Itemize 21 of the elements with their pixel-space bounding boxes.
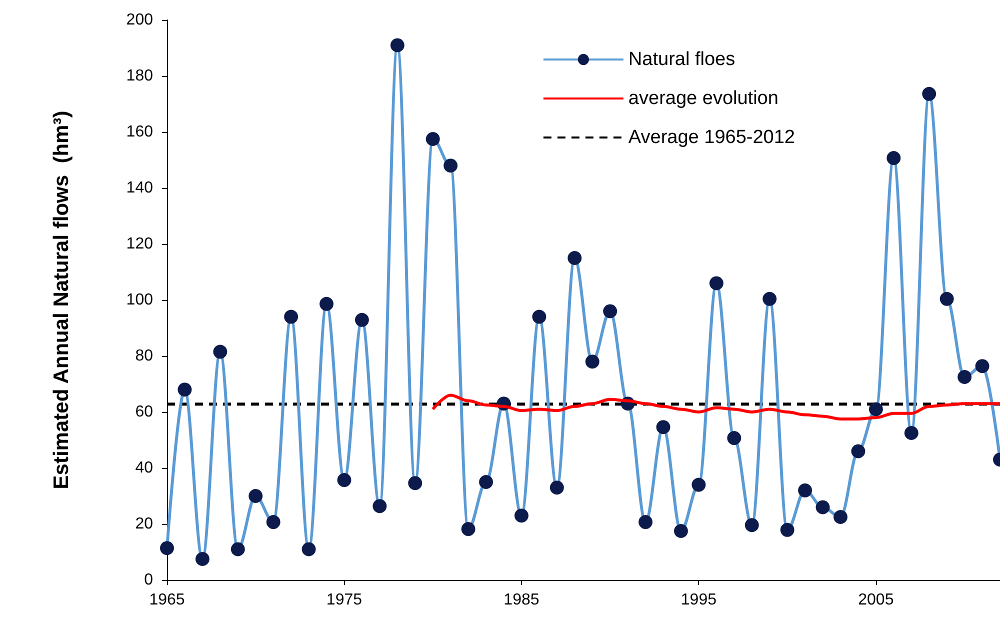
x-tick-label: 1975 xyxy=(326,592,362,608)
y-tick-label: 100 xyxy=(126,292,154,308)
y-tick-label: 80 xyxy=(135,348,154,364)
legend-label: Natural floes xyxy=(628,49,736,70)
y-tick-label: 200 xyxy=(126,12,154,28)
y-tick-label: 120 xyxy=(126,236,154,252)
legend-label: Average 1965-2012 xyxy=(628,127,796,148)
x-tick-label: 2005 xyxy=(858,592,894,608)
y-axis-title: Estimated Annual Natural flows (hm³) xyxy=(50,110,73,490)
x-tick-label: 1995 xyxy=(680,592,717,608)
y-tick-label: 160 xyxy=(126,124,154,140)
line-series xyxy=(431,394,1000,420)
x-tick-label: 1965 xyxy=(149,592,185,608)
y-tick-label: 140 xyxy=(126,180,154,196)
y-tick-label: 0 xyxy=(144,572,154,588)
legend-label: average evolution xyxy=(628,88,778,109)
y-tick-label: 40 xyxy=(135,460,154,476)
x-tick-label: 1985 xyxy=(504,592,540,608)
y-tick-label: 20 xyxy=(135,516,154,532)
y-tick-label: 60 xyxy=(135,404,154,420)
y-tick-label: 180 xyxy=(126,68,154,84)
